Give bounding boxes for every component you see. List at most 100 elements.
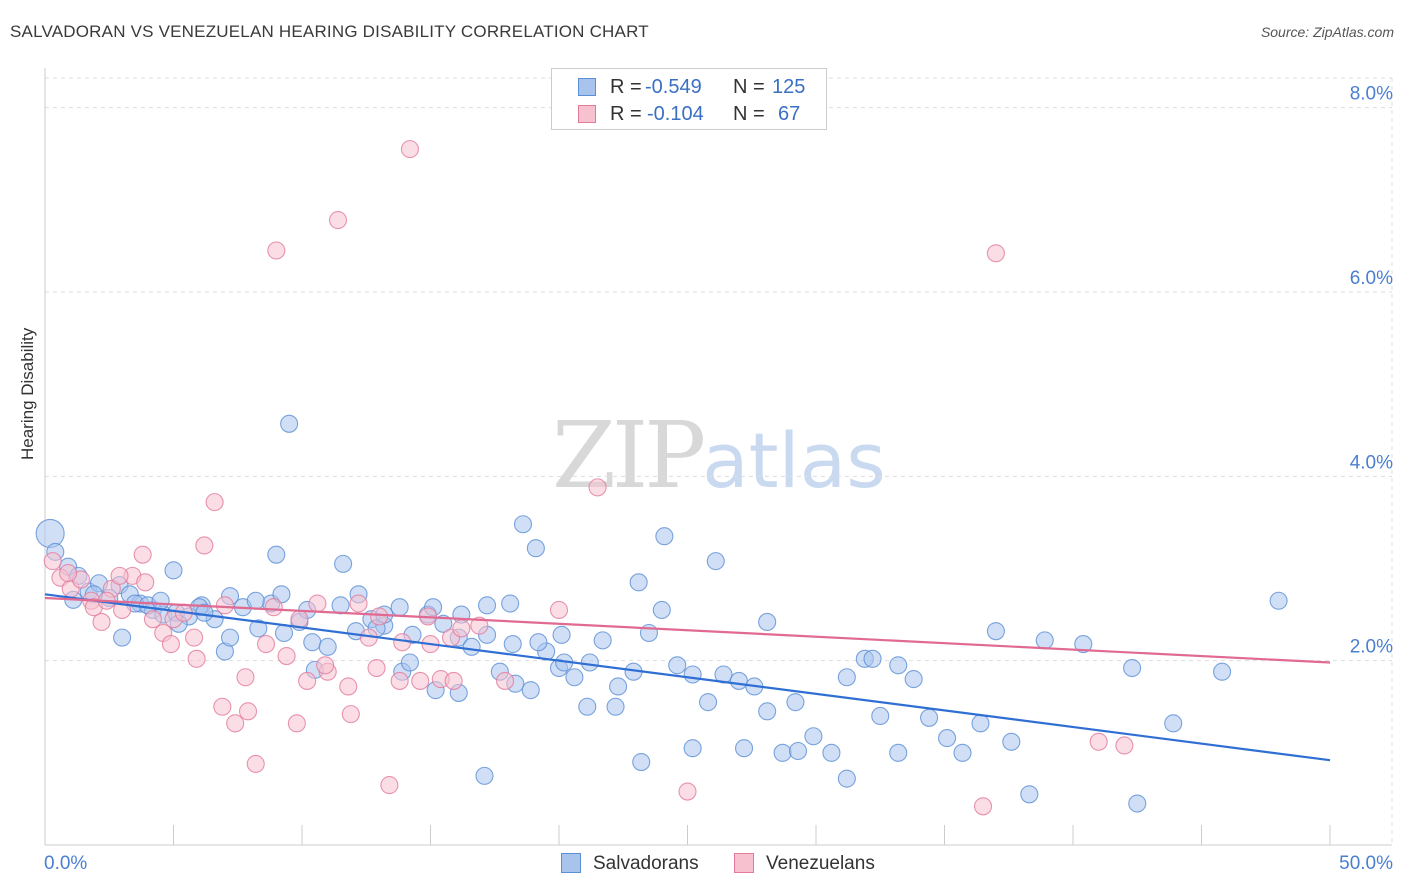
source-label: Source: ZipAtlas.com	[1260, 24, 1394, 40]
data-point	[256, 635, 276, 654]
chart-title: SALVADORAN VS VENEZUELAN HEARING DISABIL…	[10, 22, 649, 41]
data-point	[246, 591, 265, 610]
legend: R = -0.549 N = 125 R = -0.104 N = 67	[551, 68, 827, 130]
data-point	[1035, 631, 1054, 650]
data-point	[110, 566, 129, 585]
x-tick-label-min: 0.0%	[44, 853, 87, 874]
data-point	[503, 635, 522, 654]
data-point	[588, 478, 607, 497]
data-point	[380, 776, 399, 795]
data-point	[837, 668, 856, 687]
legend-row-salvadorans: R = -0.549 N = 125	[552, 74, 826, 100]
y-axis-label: Hearing Disability	[18, 327, 37, 460]
data-point	[308, 594, 327, 613]
data-point	[400, 653, 419, 672]
axis-layer	[44, 68, 1392, 846]
data-point	[986, 244, 1005, 263]
data-point	[863, 649, 882, 668]
data-point	[837, 769, 856, 788]
data-point	[804, 727, 823, 746]
data-point	[411, 671, 430, 690]
data-point	[277, 647, 296, 666]
legend-swatch-salvadorans	[578, 78, 596, 96]
data-point	[668, 656, 687, 675]
data-point	[652, 600, 671, 620]
data-point	[1115, 736, 1134, 755]
data-point	[904, 670, 923, 689]
trendline-venezuelans	[44, 596, 1331, 664]
data-point	[367, 658, 386, 678]
data-point	[185, 628, 204, 647]
bottom-legend-label-venezuelans: Venezuelans	[766, 853, 875, 874]
legend-swatch-venezuelans	[578, 105, 596, 123]
data-point	[971, 714, 990, 733]
watermark-logo: ZIPatlas	[552, 402, 886, 509]
data-point	[215, 596, 234, 615]
data-point	[580, 653, 599, 672]
data-point	[470, 616, 489, 635]
bottom-legend-swatch-venezuelans	[734, 853, 754, 873]
data-point	[477, 596, 497, 615]
data-point	[1164, 714, 1183, 733]
data-point	[246, 754, 265, 773]
data-point	[280, 414, 299, 433]
points-layer	[35, 140, 1288, 816]
data-point	[683, 665, 702, 684]
y-tick-label: 4.0%	[1350, 452, 1393, 473]
legend-n-label: N =	[733, 76, 765, 98]
data-point	[1213, 662, 1232, 681]
x-tick-label-max: 50.0%	[1339, 853, 1393, 874]
data-point	[290, 610, 309, 629]
watermark-atlas: atlas	[702, 416, 886, 505]
data-point	[164, 561, 183, 580]
data-point	[1269, 591, 1288, 610]
data-point	[133, 545, 152, 564]
data-point	[609, 677, 628, 696]
data-point	[889, 743, 908, 762]
data-point	[938, 729, 957, 748]
legend-r-value: -0.549	[645, 76, 702, 98]
data-point	[267, 241, 286, 260]
bottom-legend-swatch-salvadorans	[561, 853, 581, 873]
watermark-zip: ZIP	[552, 402, 706, 509]
data-point	[274, 623, 294, 643]
data-point	[678, 782, 697, 801]
bottom-legend-label-salvadorans: Salvadorans	[593, 853, 699, 874]
data-point	[729, 671, 748, 690]
data-point	[683, 739, 702, 758]
data-point	[699, 693, 718, 712]
data-point	[161, 635, 180, 654]
label-layer: 2.0% 4.0% 6.0% 8.0% 0.0% 50.0%	[44, 84, 1393, 874]
y-tick-label: 8.0%	[1350, 84, 1393, 105]
data-point	[43, 552, 62, 571]
data-point	[986, 622, 1005, 641]
y-tick-label: 6.0%	[1350, 268, 1393, 289]
trendline-salvadorans	[44, 593, 1331, 762]
data-point	[734, 739, 754, 758]
data-point	[400, 140, 419, 159]
data-point	[822, 743, 841, 762]
data-point	[434, 614, 453, 633]
data-point	[1020, 785, 1039, 804]
data-point	[143, 610, 162, 629]
data-point	[578, 697, 597, 716]
data-point	[303, 633, 322, 652]
data-point	[349, 594, 368, 613]
y-tick-label: 2.0%	[1350, 637, 1393, 658]
data-point	[758, 702, 777, 721]
legend-row-venezuelans: R = -0.104 N = 67	[552, 101, 826, 127]
data-point	[549, 600, 569, 620]
data-point	[59, 564, 78, 583]
data-point	[632, 752, 651, 772]
trend-layer	[44, 593, 1331, 762]
data-point	[953, 743, 972, 762]
legend-r-label: R =	[610, 103, 642, 125]
data-point	[529, 633, 548, 652]
data-point	[92, 612, 111, 632]
legend-n-label: N =	[733, 103, 765, 125]
data-point	[390, 671, 409, 690]
data-point	[238, 702, 258, 721]
data-point	[773, 743, 792, 762]
data-point	[264, 598, 283, 617]
